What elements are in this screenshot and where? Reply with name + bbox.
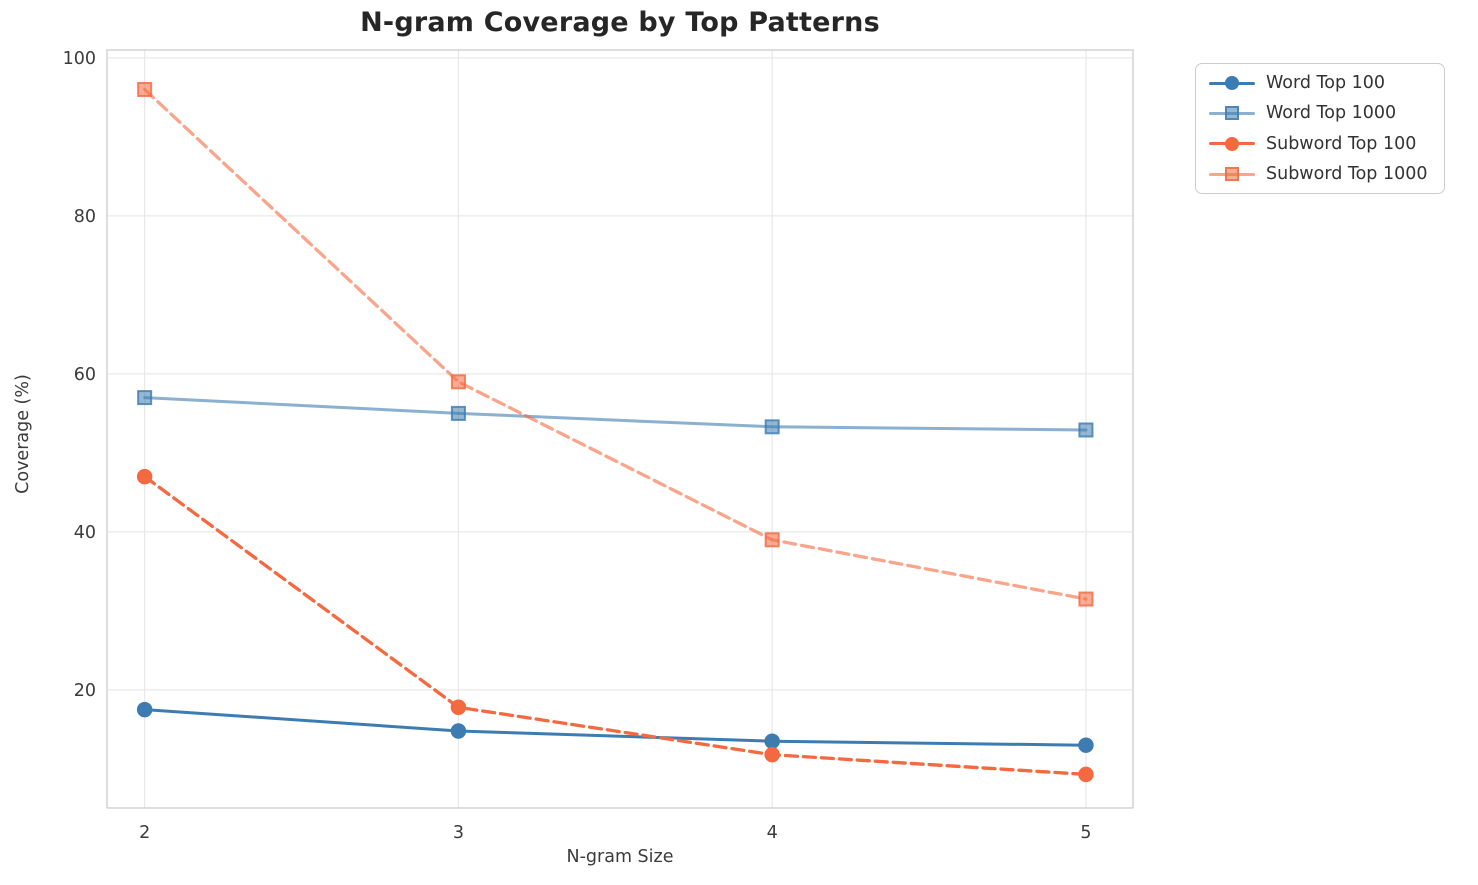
series-line-subword-top-1000: [143, 87, 1088, 601]
y-tick-label-100: 100: [63, 49, 96, 69]
y-tick-label-40: 40: [74, 523, 96, 543]
legend-marker-subword-top-1000-square-icon: [1225, 167, 1239, 182]
legend-swatch-subword-top-100: [1209, 135, 1255, 153]
marker-word-top-1000-x4: [764, 419, 780, 435]
legend-swatch-word-top-100: [1209, 74, 1255, 92]
plot-border: [106, 49, 1134, 809]
marker-word-top-100-x4: [764, 733, 780, 749]
y-tick-label-60: 60: [74, 365, 96, 385]
marker-subword-top-1000-x3: [450, 374, 466, 390]
legend-label-subword-top-1000: Subword Top 1000: [1266, 164, 1428, 185]
marker-word-top-1000-x3: [450, 405, 466, 421]
marker-subword-top-100-x5: [1078, 766, 1094, 783]
x-tick-label-4: 4: [767, 823, 778, 843]
legend: Word Top 100 Word Top 1000 Subword Top 100…: [1195, 63, 1445, 195]
marker-word-top-100-x5: [1078, 737, 1094, 753]
marker-word-top-1000-x2: [137, 390, 153, 406]
series-line-subword-top-100: [143, 474, 1088, 777]
x-axis-label: N-gram Size: [566, 847, 674, 867]
legend-label-subword-top-100: Subword Top 100: [1266, 133, 1417, 154]
marker-word-top-100-x3: [450, 723, 467, 739]
legend-label-word-top-1000: Word Top 1000: [1266, 103, 1397, 124]
marker-subword-top-1000-x4: [764, 532, 780, 548]
legend-marker-word-top-1000-square-icon: [1225, 106, 1239, 121]
x-tick-label-5: 5: [1080, 823, 1091, 843]
marker-subword-top-100-x4: [764, 746, 780, 763]
legend-item-subword-top-1000: Subword Top 1000: [1209, 159, 1428, 189]
marker-word-top-100-x2: [136, 701, 153, 718]
marker-subword-top-1000-x2: [137, 81, 153, 97]
x-tick-label-3: 3: [453, 823, 464, 843]
legend-marker-subword-top-100-circle-icon: [1225, 136, 1239, 151]
legend-item-word-top-100: Word Top 100: [1209, 68, 1428, 98]
legend-swatch-word-top-1000: [1209, 104, 1255, 122]
y-tick-label-80: 80: [74, 207, 96, 227]
marker-subword-top-100-x3: [450, 699, 467, 716]
legend-marker-word-top-100-circle-icon: [1225, 76, 1239, 91]
marker-word-top-1000-x5: [1078, 422, 1094, 438]
legend-swatch-subword-top-1000: [1209, 165, 1255, 183]
x-tick-label-2: 2: [139, 823, 150, 843]
marker-subword-top-1000-x5: [1078, 591, 1094, 607]
chart-title: N-gram Coverage by Top Patterns: [360, 7, 880, 38]
legend-label-word-top-100: Word Top 100: [1266, 73, 1386, 94]
marker-subword-top-100-x2: [136, 468, 153, 485]
legend-item-word-top-1000: Word Top 1000: [1209, 98, 1428, 128]
series-line-word-top-100: [143, 708, 1088, 747]
y-tick-label-20: 20: [74, 681, 96, 701]
y-axis-label: Coverage (%): [13, 374, 33, 494]
legend-item-subword-top-100: Subword Top 100: [1209, 129, 1428, 159]
series-line-word-top-1000: [143, 396, 1088, 432]
